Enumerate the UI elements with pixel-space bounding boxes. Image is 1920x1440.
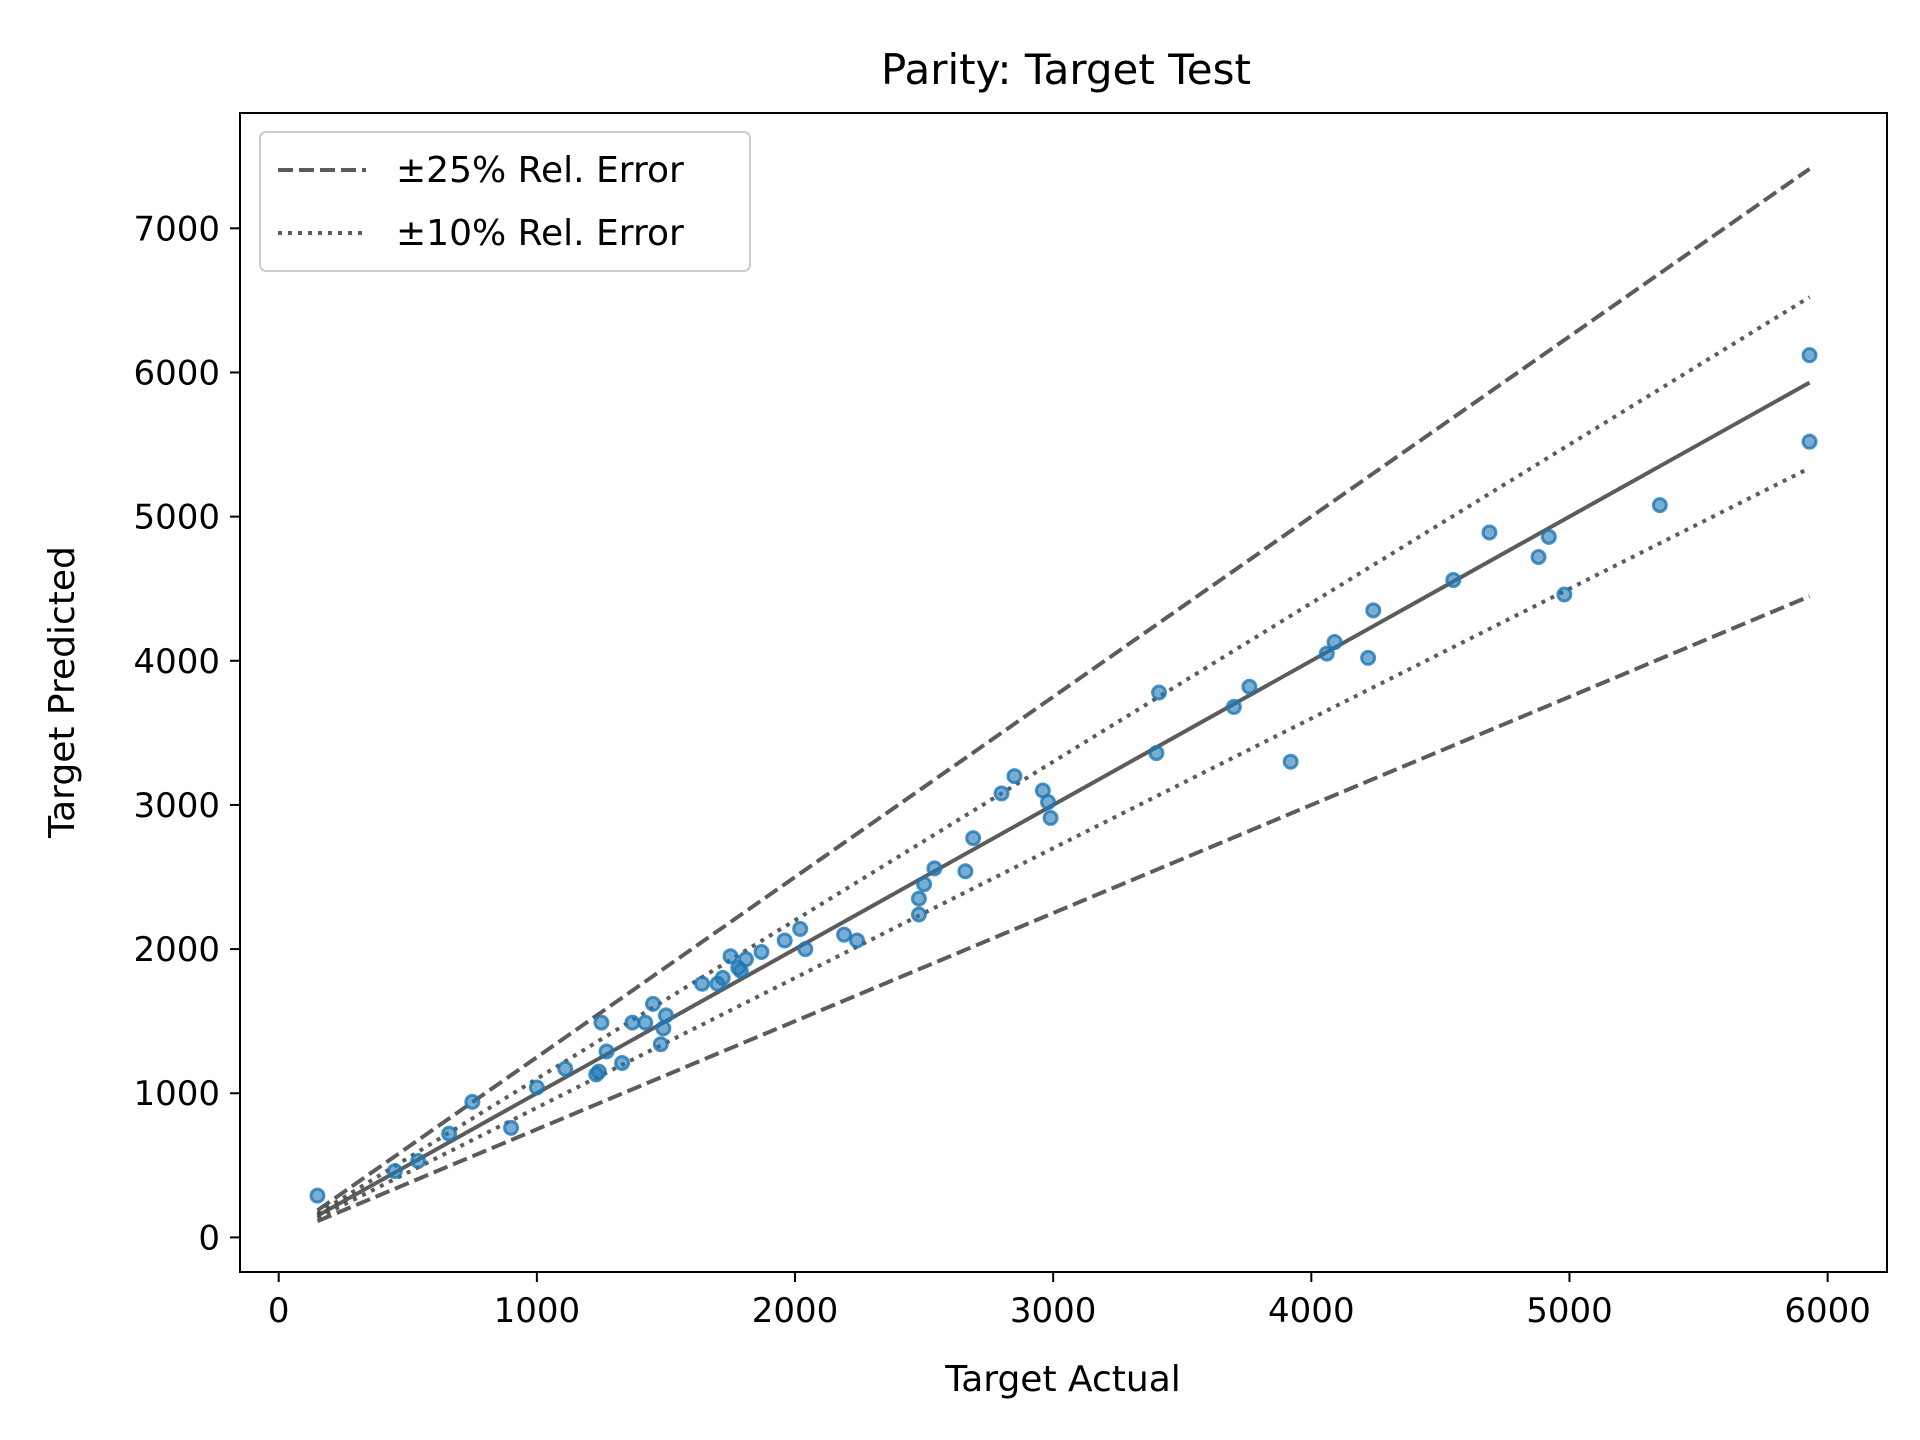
x-tick-label: 0 <box>268 1291 290 1331</box>
data-point <box>836 926 853 943</box>
data-point <box>598 1043 615 1060</box>
data-point <box>1225 698 1242 715</box>
data-point <box>590 1063 607 1080</box>
data-point <box>657 1007 674 1024</box>
y-tick-label: 7000 <box>133 209 220 249</box>
reference-line-dashed-1 <box>316 594 1811 1224</box>
y-tick-label: 4000 <box>133 642 220 682</box>
data-point <box>957 863 974 880</box>
data-point <box>1042 809 1059 826</box>
data-point <box>1148 745 1165 762</box>
data-point <box>464 1093 481 1110</box>
data-point <box>797 941 814 958</box>
data-point <box>993 785 1010 802</box>
data-point <box>410 1153 427 1170</box>
y-tick-label: 6000 <box>133 353 220 393</box>
data-point <box>655 1020 672 1037</box>
x-tick-label: 6000 <box>1784 1291 1871 1331</box>
data-point <box>1241 678 1258 695</box>
data-point <box>1801 433 1818 450</box>
data-point <box>309 1187 326 1204</box>
data-point <box>910 906 927 923</box>
data-point <box>1481 524 1498 541</box>
y-tick-label: 1000 <box>133 1074 220 1114</box>
data-point <box>694 975 711 992</box>
data-point <box>1556 586 1573 603</box>
data-point <box>614 1054 631 1071</box>
plot-area <box>309 167 1818 1224</box>
legend-frame <box>259 131 751 272</box>
x-axis-label: Target Actual <box>944 1359 1181 1400</box>
chart-title: Parity: Target Test <box>881 45 1251 94</box>
data-point <box>1040 794 1057 811</box>
data-point <box>737 951 754 968</box>
data-point <box>792 920 809 937</box>
data-point <box>926 860 943 877</box>
data-point <box>1445 572 1462 589</box>
data-point <box>441 1125 458 1142</box>
data-point <box>965 830 982 847</box>
data-point <box>1282 753 1299 770</box>
data-point <box>624 1014 641 1031</box>
data-point <box>1318 645 1335 662</box>
x-tick-label: 2000 <box>752 1291 839 1331</box>
data-point <box>1651 497 1668 514</box>
y-axis-label: Target Predicted <box>42 546 83 839</box>
data-point <box>1801 347 1818 364</box>
data-point <box>848 932 865 949</box>
data-point <box>1326 634 1343 651</box>
legend-label-25: ±25% Rel. Error <box>396 150 684 191</box>
data-point <box>1151 684 1168 701</box>
x-tick-label: 4000 <box>1268 1291 1355 1331</box>
y-tick-label: 2000 <box>133 930 220 970</box>
data-point <box>1360 649 1377 666</box>
data-point <box>722 948 739 965</box>
x-tick-label: 5000 <box>1526 1291 1613 1331</box>
x-axis-ticks: 0 1000 2000 3000 4000 5000 6000 <box>268 1272 1871 1331</box>
data-point <box>637 1014 654 1031</box>
data-point <box>916 876 933 893</box>
y-tick-label: 5000 <box>133 498 220 538</box>
data-point <box>714 969 731 986</box>
axes-frame <box>239 112 1888 1273</box>
data-point <box>776 932 793 949</box>
y-axis-ticks: 0 1000 2000 3000 4000 5000 6000 7000 <box>133 209 240 1258</box>
data-point <box>503 1119 520 1136</box>
reference-line-dashed-0 <box>316 167 1811 1213</box>
reference-line-solid-0 <box>316 380 1811 1218</box>
legend-label-10: ±10% Rel. Error <box>396 213 684 254</box>
y-tick-label: 3000 <box>133 786 220 826</box>
data-point <box>528 1079 545 1096</box>
data-point <box>593 1014 610 1031</box>
data-point <box>557 1060 574 1077</box>
data-point <box>386 1163 403 1180</box>
data-point <box>753 943 770 960</box>
data-point <box>645 995 662 1012</box>
data-point <box>1365 602 1382 619</box>
data-point <box>910 890 927 907</box>
data-point <box>1540 528 1557 545</box>
data-point <box>1006 768 1023 785</box>
y-tick-label: 0 <box>198 1218 220 1258</box>
data-point <box>1530 548 1547 565</box>
x-tick-label: 1000 <box>494 1291 581 1331</box>
legend: ±25% Rel. Error ±10% Rel. Error <box>259 131 751 272</box>
data-point <box>652 1036 669 1053</box>
x-tick-label: 3000 <box>1010 1291 1097 1331</box>
